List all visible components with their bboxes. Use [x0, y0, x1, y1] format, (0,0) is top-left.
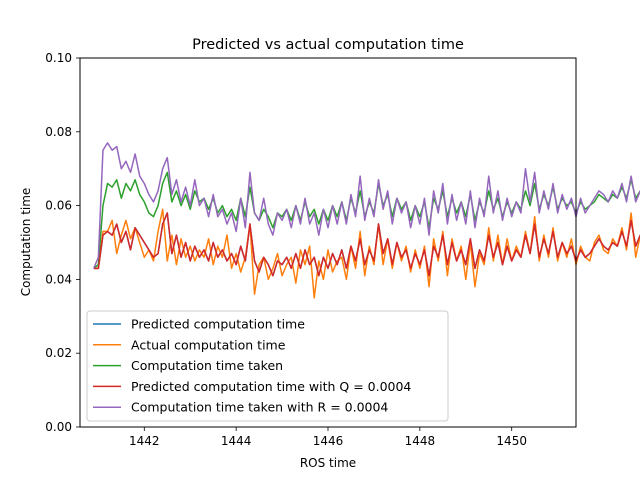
- legend-label-3: Computation time taken: [131, 358, 283, 373]
- x-tick-label: 1448: [405, 434, 436, 448]
- x-axis-label: ROS time: [300, 456, 356, 470]
- y-tick-label: 0.02: [45, 346, 72, 360]
- series-layer: [93, 142, 640, 299]
- y-tick-label: 0.06: [45, 199, 72, 213]
- y-tick-label: 0.04: [45, 272, 72, 286]
- y-tick-label: 0.10: [45, 51, 72, 65]
- y-tick-label: 0.00: [45, 420, 72, 434]
- x-axis-ticks: 1442 1444 1446 1448 1450: [129, 427, 527, 448]
- x-tick-label: 1450: [496, 434, 527, 448]
- series-line-4: [93, 212, 640, 277]
- legend-label-2: Actual computation time: [131, 337, 286, 352]
- y-axis-ticks: 0.00 0.02 0.04 0.06 0.08 0.10: [45, 51, 80, 434]
- series-line-5: [93, 142, 640, 269]
- x-tick-label: 1446: [313, 434, 344, 448]
- legend: Predicted computation time Actual computa…: [86, 310, 449, 422]
- legend-box: [86, 310, 449, 422]
- y-tick-label: 0.08: [45, 125, 72, 139]
- y-axis-label: Computation time: [19, 188, 33, 297]
- x-tick-label: 1442: [129, 434, 160, 448]
- legend-label-1: Predicted computation time: [131, 317, 305, 332]
- legend-label-5: Computation time taken with R = 0.0004: [131, 400, 388, 415]
- chart-title: Predicted vs actual computation time: [192, 37, 464, 53]
- legend-label-4: Predicted computation time with Q = 0.00…: [131, 379, 411, 394]
- x-tick-label: 1444: [221, 434, 252, 448]
